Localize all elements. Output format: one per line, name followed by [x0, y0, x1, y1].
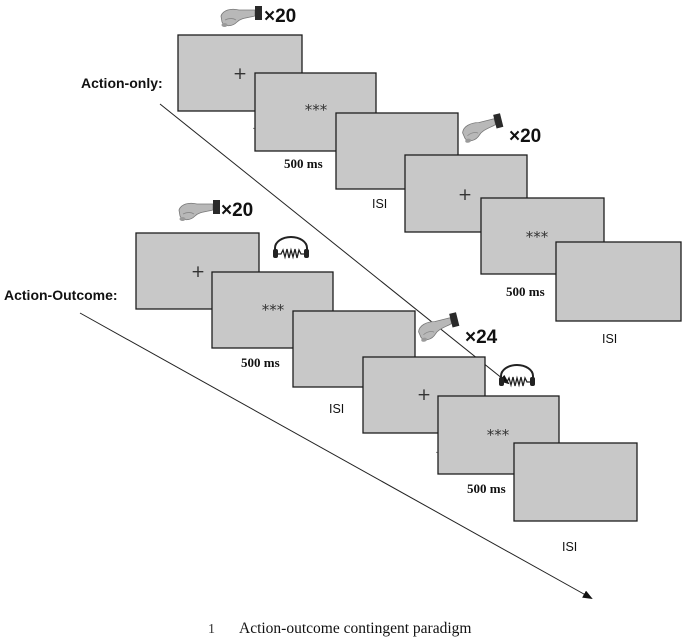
fixation-cross: + [191, 262, 205, 282]
headphones-icon [498, 364, 536, 387]
trace-mark: · [435, 447, 439, 459]
hand-press-icon [178, 199, 221, 222]
stimulus-stars: *** [262, 301, 285, 319]
hand-press-icon [220, 5, 263, 28]
stimulus-stars: *** [487, 426, 510, 444]
isi-screen [513, 442, 638, 522]
stimulus-duration-label: 500 ms [506, 284, 545, 299]
isi-label: ISI [562, 540, 577, 554]
isi-label: ISI [602, 332, 617, 346]
isi-label: ISI [372, 197, 387, 211]
figure-caption: Action-outcome contingent paradigm [239, 620, 471, 637]
hand-press-icon [459, 112, 506, 145]
figure-number: 1 [208, 622, 215, 637]
headphones-icon [272, 236, 310, 259]
stimulus-duration-label: 500 ms [284, 156, 323, 171]
stimulus-duration-label: 500 ms [241, 355, 280, 370]
press-count: ×20 [264, 6, 296, 27]
fixation-cross: + [233, 64, 247, 84]
row-label-action-only: Action-only: [81, 75, 163, 91]
isi-label: ISI [329, 402, 344, 416]
fixation-cross: + [417, 385, 431, 405]
stimulus-stars: *** [305, 101, 328, 119]
isi-screen [555, 241, 682, 322]
fixation-cross: + [458, 185, 472, 205]
press-count: ×24 [465, 327, 498, 348]
hand-press-icon [415, 311, 462, 344]
stimulus-duration-label: 500 ms [467, 481, 506, 496]
press-count: ×20 [509, 126, 541, 147]
trace-mark: · [252, 123, 256, 135]
timeline-arrow-action-only [159, 103, 510, 385]
timeline-arrow-action-outcome [79, 312, 593, 599]
row-label-action-outcome: Action-Outcome: [4, 287, 118, 303]
stimulus-stars: *** [526, 228, 549, 246]
press-count: ×20 [221, 200, 253, 221]
